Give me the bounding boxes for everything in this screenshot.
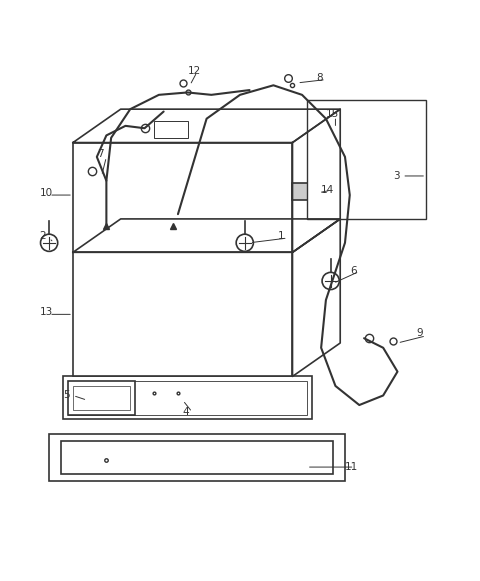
FancyBboxPatch shape	[49, 433, 345, 482]
Text: 8: 8	[316, 73, 323, 83]
FancyBboxPatch shape	[159, 200, 188, 219]
Text: 15: 15	[326, 109, 339, 119]
FancyBboxPatch shape	[68, 381, 307, 415]
Text: 1: 1	[278, 231, 285, 241]
Text: 11: 11	[345, 462, 358, 472]
FancyBboxPatch shape	[154, 121, 188, 138]
FancyBboxPatch shape	[61, 441, 333, 474]
Text: 3: 3	[393, 171, 399, 181]
FancyBboxPatch shape	[63, 376, 312, 419]
FancyBboxPatch shape	[68, 381, 135, 415]
Text: 13: 13	[39, 307, 53, 317]
FancyBboxPatch shape	[73, 386, 130, 410]
Text: 14: 14	[321, 185, 335, 195]
Text: 9: 9	[417, 328, 423, 339]
FancyBboxPatch shape	[307, 99, 426, 219]
FancyBboxPatch shape	[73, 252, 292, 376]
FancyBboxPatch shape	[99, 228, 114, 238]
Text: 6: 6	[350, 267, 356, 277]
Text: 10: 10	[39, 188, 53, 198]
Text: 4: 4	[183, 407, 189, 417]
Text: 5: 5	[63, 390, 70, 400]
Text: 7: 7	[97, 149, 104, 160]
Text: 2: 2	[39, 231, 46, 241]
FancyBboxPatch shape	[292, 183, 319, 200]
Text: 12: 12	[188, 66, 201, 76]
FancyBboxPatch shape	[73, 142, 292, 252]
FancyBboxPatch shape	[166, 228, 180, 238]
